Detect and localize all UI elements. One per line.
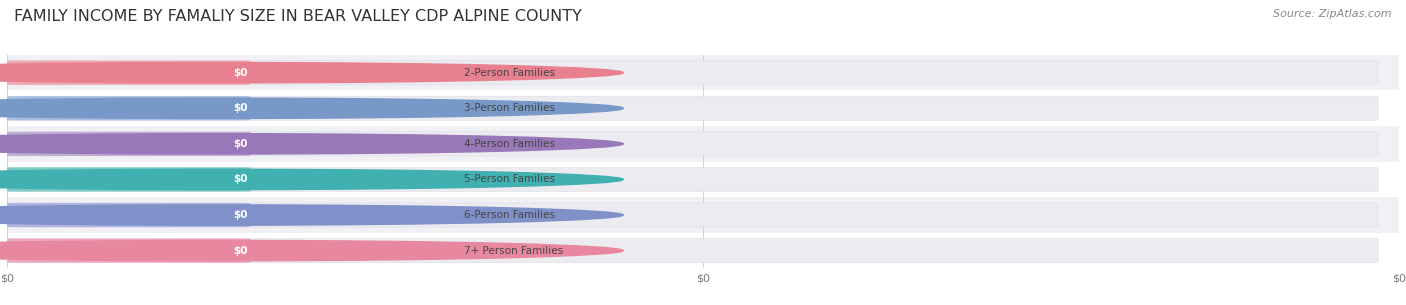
Bar: [7, 55, 1399, 91]
Circle shape: [0, 63, 623, 83]
Circle shape: [0, 240, 623, 261]
Bar: [7, 233, 1399, 268]
Bar: [7, 162, 1399, 197]
Circle shape: [0, 98, 623, 118]
FancyBboxPatch shape: [7, 239, 1378, 263]
FancyBboxPatch shape: [7, 167, 250, 192]
Circle shape: [0, 205, 623, 225]
Bar: [7, 91, 1399, 126]
FancyBboxPatch shape: [7, 132, 250, 156]
FancyBboxPatch shape: [7, 61, 1378, 85]
Text: 3-Person Families: 3-Person Families: [464, 103, 555, 113]
Text: $0: $0: [233, 246, 247, 256]
Circle shape: [0, 134, 623, 154]
Circle shape: [0, 169, 623, 190]
Text: $0: $0: [233, 103, 247, 113]
Bar: [7, 197, 1399, 233]
FancyBboxPatch shape: [7, 167, 1378, 192]
FancyBboxPatch shape: [7, 96, 1378, 120]
Text: 4-Person Families: 4-Person Families: [464, 139, 555, 149]
FancyBboxPatch shape: [7, 96, 250, 120]
Text: $0: $0: [233, 174, 247, 185]
Text: 6-Person Families: 6-Person Families: [464, 210, 555, 220]
Bar: [7, 126, 1399, 162]
Text: FAMILY INCOME BY FAMALIY SIZE IN BEAR VALLEY CDP ALPINE COUNTY: FAMILY INCOME BY FAMALIY SIZE IN BEAR VA…: [14, 9, 582, 24]
Text: 2-Person Families: 2-Person Families: [464, 68, 555, 78]
FancyBboxPatch shape: [7, 203, 1378, 227]
Text: 5-Person Families: 5-Person Families: [464, 174, 555, 185]
FancyBboxPatch shape: [7, 61, 250, 85]
FancyBboxPatch shape: [7, 239, 250, 263]
FancyBboxPatch shape: [7, 132, 1378, 156]
Text: Source: ZipAtlas.com: Source: ZipAtlas.com: [1274, 9, 1392, 19]
Text: $0: $0: [233, 210, 247, 220]
Text: 7+ Person Families: 7+ Person Families: [464, 246, 564, 256]
FancyBboxPatch shape: [7, 203, 250, 227]
Text: $0: $0: [233, 139, 247, 149]
Text: $0: $0: [233, 68, 247, 78]
